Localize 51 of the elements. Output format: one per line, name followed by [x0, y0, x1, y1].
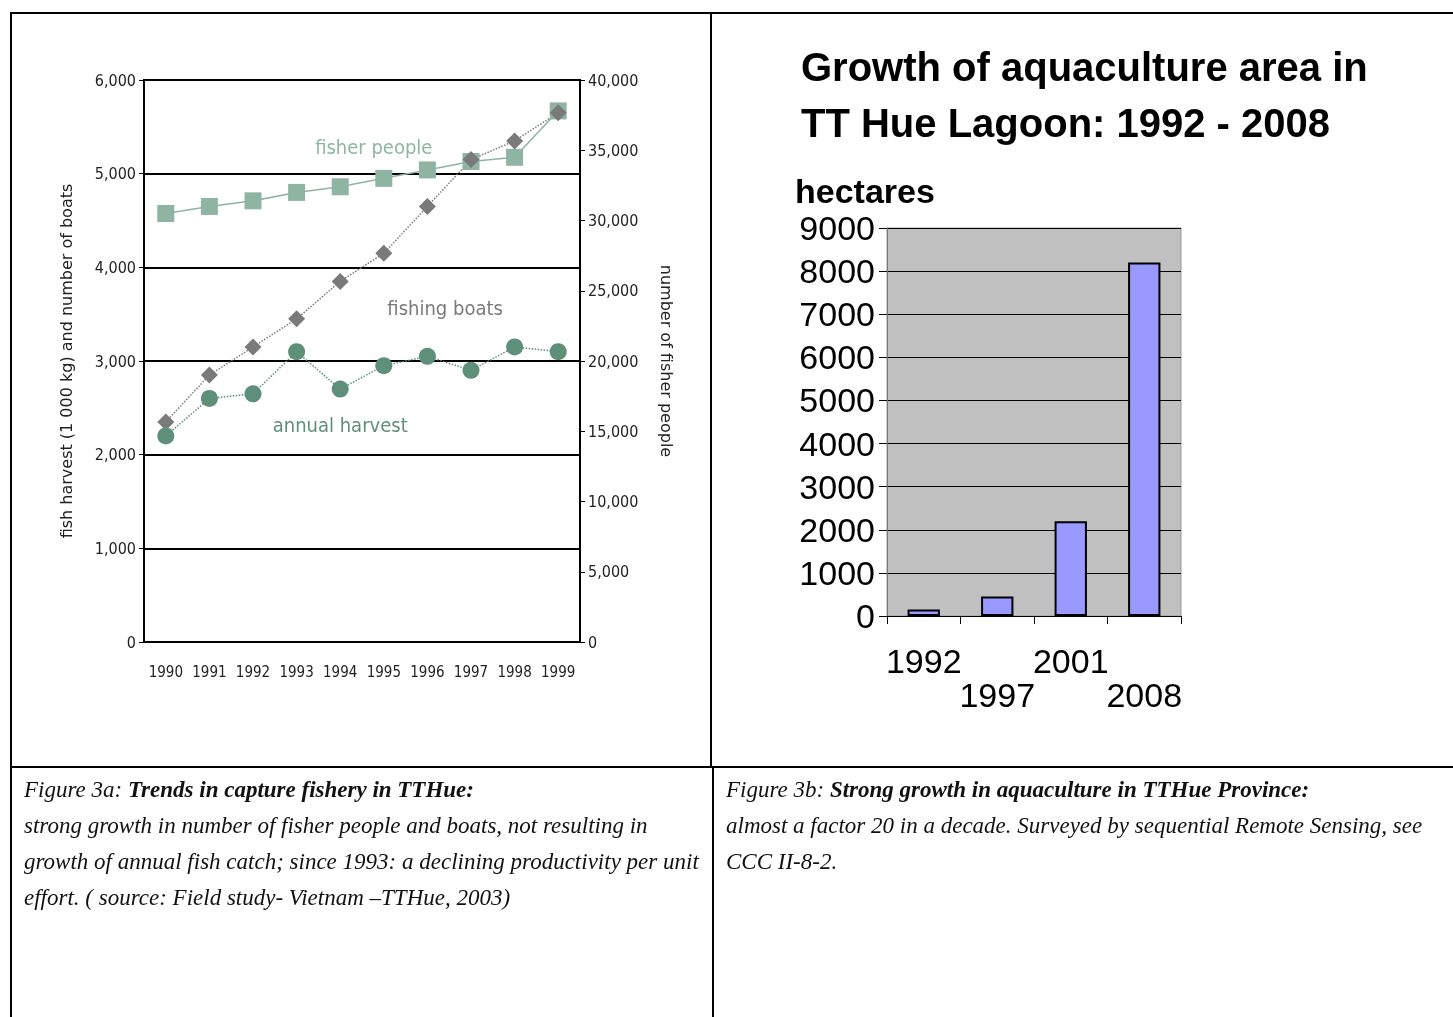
text: Trends in capture fishery in TTHue: — [127, 777, 474, 802]
x-tick-label: 2008 — [1106, 676, 1183, 714]
y-tick-label: 6,000 — [94, 70, 136, 90]
y2-tick-label: 10,000 — [588, 492, 639, 511]
y2-tick-label: 20,000 — [588, 351, 639, 371]
x-tick-label: 1995 — [366, 662, 401, 681]
y-tick-label: 0 — [126, 632, 136, 652]
series-label: fishing boats — [387, 296, 503, 321]
y2-tick-label: 0 — [588, 632, 598, 652]
x-tick-label: 1996 — [410, 662, 445, 681]
y-tick-label: 7000 — [799, 295, 875, 334]
x-tick-label: 1994 — [323, 662, 358, 681]
x-tick-label: 1997 — [453, 662, 489, 681]
y2-axis-title: number of fisher people — [656, 264, 676, 458]
y-tick-label: 8000 — [799, 252, 875, 291]
y2-tick-label: 35,000 — [588, 140, 639, 160]
y-tick-label: 0 — [856, 597, 875, 635]
y2-tick-label: 30,000 — [588, 211, 639, 230]
y-tick-label: 1,000 — [94, 538, 136, 558]
x-tick-label: 1991 — [192, 662, 227, 681]
y-tick-label: 4000 — [799, 424, 875, 463]
caption: Figure 3a: — [24, 777, 124, 802]
x-tick-label: 1993 — [279, 662, 314, 681]
x-tick-label: 1992 — [885, 642, 962, 680]
series-label: fisher people — [315, 134, 433, 159]
y-tick-label: 2000 — [799, 510, 875, 549]
y2-tick-label: 5,000 — [588, 562, 630, 582]
y-tick-label: 5,000 — [94, 164, 136, 184]
y-tick-label: 5000 — [799, 381, 875, 420]
text: almost a factor 20 in a decade. Surveyed by sequential Remote Sensing, see CCC II-8-2. — [726, 813, 1423, 874]
text: strong growth in number of fisher people and boats, not resulting in growth of annual fish catch; since 1993: a declining productivity per unit effort. ( source: Field study- Vietnam –TTHue, 2003) — [24, 813, 699, 910]
y-axis-title: fish harvest (1 000 kg) and number of boats — [56, 183, 76, 539]
y2-tick-label: 25,000 — [588, 281, 639, 301]
y2-tick-label: 15,000 — [588, 421, 639, 441]
y-tick-label: 1000 — [799, 553, 875, 592]
y-tick-label: 6000 — [799, 338, 875, 377]
y-tick-label: 2,000 — [94, 445, 136, 465]
x-tick-label: 1990 — [148, 662, 183, 681]
y-axis-title: hectares — [795, 172, 935, 210]
x-tick-label: 1992 — [235, 662, 271, 681]
y-tick-label: 9000 — [799, 209, 875, 247]
y2-tick-label: 40,000 — [588, 70, 639, 90]
x-tick-label: 1998 — [497, 662, 532, 681]
chart-title: Growth of aquaculture area in TT Hue Lagoon: 1992 - 2008 — [801, 45, 1379, 145]
y-tick-label: 3000 — [799, 467, 875, 506]
y-tick-label: 4,000 — [94, 257, 136, 277]
x-tick-label: 1999 — [541, 662, 576, 681]
series-label: annual harvest — [272, 412, 408, 437]
y-tick-label: 3,000 — [94, 351, 136, 371]
text: Strong growth in aquaculture in TTHue Province: — [829, 777, 1310, 802]
caption: Figure 3b: — [726, 777, 826, 802]
